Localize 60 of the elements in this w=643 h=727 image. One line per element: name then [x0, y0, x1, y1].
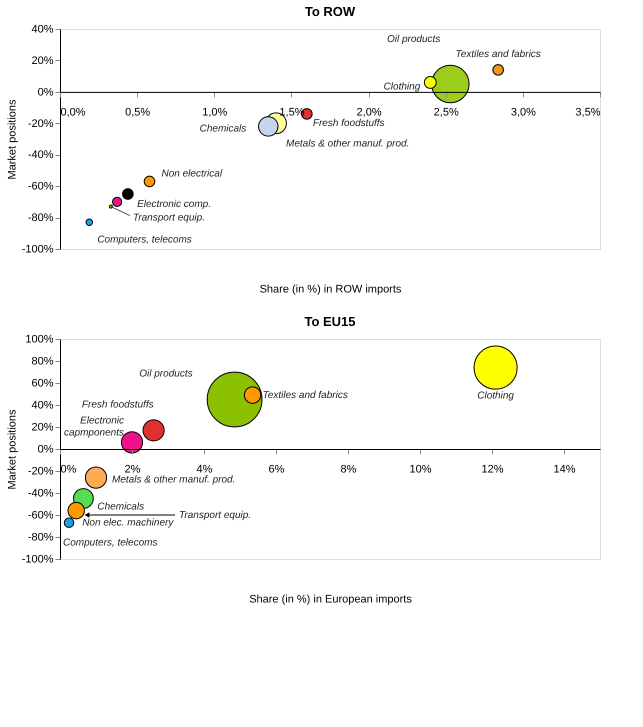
y-tick-label: -40%	[28, 488, 54, 500]
y-axis-title: Market positions	[6, 408, 19, 490]
series-label: Fresh foodstuffs	[82, 399, 154, 410]
x-axis-title: Share (in %) in European imports	[249, 594, 412, 606]
text: Transport equip.	[132, 212, 205, 224]
series-label: Electronic capmponents	[64, 415, 124, 438]
series-label: Non electrical	[161, 168, 223, 180]
y-tick-label: -20%	[28, 466, 54, 478]
x-tick-label: 4%	[196, 464, 213, 476]
x-tick-label: 12%	[481, 464, 504, 476]
x-axis-title: Share (in %) in ROW imports	[260, 284, 402, 296]
series-label: Clothing	[477, 390, 514, 402]
y-tick-label: 80%	[31, 356, 54, 368]
series-label: Chemicals	[97, 502, 144, 512]
series-label: Computers, telecoms	[97, 234, 192, 246]
annotation: Transport equip.	[179, 510, 252, 521]
x-tick-label: 2,0%	[356, 106, 382, 118]
y-tick-label: 20%	[31, 54, 54, 67]
y-tick-label: -100%	[22, 244, 54, 256]
x-tick-label: 14%	[553, 464, 576, 476]
y-tick-label: 40%	[31, 400, 54, 412]
y-tick-label: -40%	[28, 149, 54, 162]
series-label: Textiles and fabrics	[456, 48, 541, 60]
x-tick-label: 2%	[124, 464, 141, 476]
series-label: Fresh foodstuffs	[312, 118, 385, 129]
x-tick-label: 0,0%	[60, 106, 86, 118]
y-tick-label: 20%	[31, 422, 54, 434]
x-tick-label: 2,5%	[434, 106, 459, 118]
x-tick-label: 0,5%	[125, 106, 150, 118]
y-tick-label: -20%	[28, 118, 54, 130]
y-tick-label: -60%	[28, 180, 54, 193]
series-label: Textiles and fabrics	[262, 390, 348, 402]
x-tick-label: 8%	[340, 464, 357, 476]
x-tick-label: 3,5%	[575, 106, 601, 118]
y-axis-title: Market positions	[6, 98, 19, 180]
chart-title: To EU15	[304, 314, 356, 329]
x-tick-label: 3,0%	[510, 106, 536, 118]
y-tick-label: -80%	[28, 532, 54, 544]
y-tick-label: -80%	[28, 212, 54, 224]
chart-title: To ROW	[304, 4, 356, 19]
series-label: Clothing	[384, 81, 421, 92]
y-tick-label: -60%	[28, 510, 54, 522]
series-label: Computers, telecoms	[63, 538, 158, 549]
y-tick-label: 0%	[38, 86, 54, 98]
y-tick-label: -100%	[22, 554, 54, 566]
y-tick-label: 40%	[31, 24, 54, 36]
series-label: Metals & other manuf. prod.	[286, 138, 410, 150]
text: Oil products	[386, 34, 440, 45]
y-tick-label: 60%	[31, 378, 54, 390]
series-label: Non elec. machinery	[82, 518, 174, 529]
y-tick-label: 100%	[25, 334, 54, 346]
x-tick-label: 1,0%	[202, 106, 228, 118]
x-tick-label: 0%	[60, 464, 77, 476]
x-tick-label: 6%	[268, 464, 285, 476]
series-label: Metals & other manuf. prod.	[112, 474, 236, 486]
y-tick-label: 0%	[38, 444, 54, 456]
series-label: Electronic comp.	[137, 198, 212, 210]
series-label: Chemicals	[200, 123, 246, 134]
series-label: Oil products	[139, 368, 193, 380]
x-tick-label: 10%	[409, 464, 432, 476]
